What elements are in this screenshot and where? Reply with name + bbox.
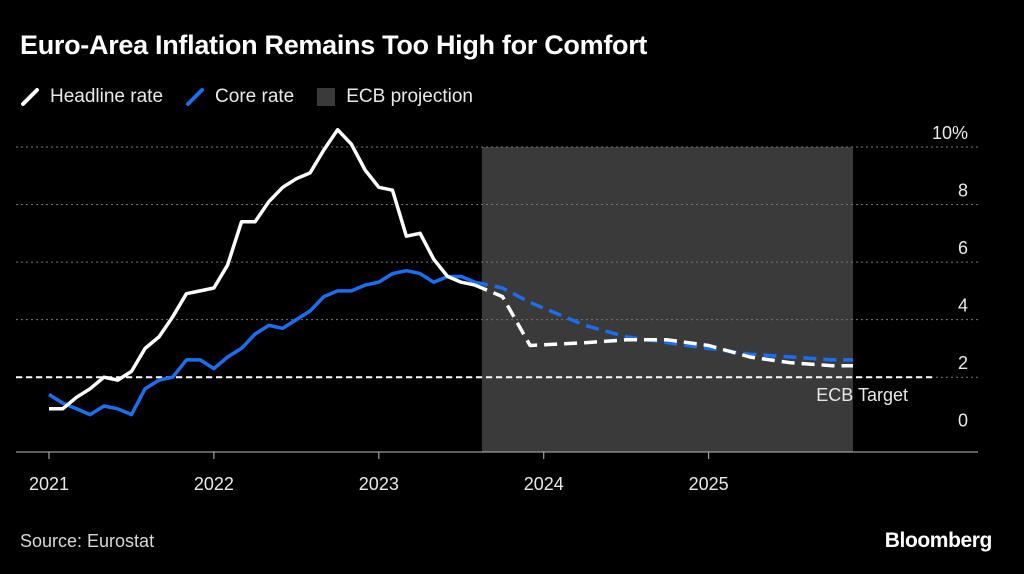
- legend-item-headline: Headline rate: [20, 86, 163, 108]
- x-tick-label: 2025: [689, 474, 729, 494]
- bloomberg-logo: Bloomberg: [884, 529, 993, 552]
- series-core-rate: [48, 268, 476, 417]
- y-tick-label: 6: [958, 238, 968, 258]
- projection-band: [481, 147, 853, 452]
- source-note: Source: Eurostat: [20, 531, 155, 551]
- legend-label-core: Core rate: [215, 86, 295, 107]
- legend-swatch-projection: [317, 88, 336, 106]
- y-tick-label: 10%: [932, 123, 968, 143]
- legend-item-core: Core rate: [185, 86, 294, 108]
- legend-label-headline: Headline rate: [50, 86, 164, 107]
- y-tick-label: 4: [958, 296, 968, 316]
- y-tick-label: 0: [958, 411, 968, 431]
- series-core-projection: [474, 280, 853, 362]
- chart-title: Euro-Area Inflation Remains Too High for…: [20, 30, 648, 60]
- legend: Headline rate Core rate ECB projection: [20, 86, 495, 108]
- legend-swatch-core: [186, 88, 205, 106]
- ecb-target-label: ECB Target: [816, 385, 908, 405]
- x-tick-label: 2024: [524, 474, 564, 494]
- series-headline-rate: [49, 127, 476, 411]
- legend-swatch-headline: [21, 88, 39, 106]
- y-tick-label: 8: [958, 181, 968, 201]
- x-tick-label: 2023: [359, 474, 399, 494]
- y-tick-label: 2: [958, 353, 968, 373]
- series-headline-projection: [474, 283, 853, 368]
- legend-item-projection: ECB projection: [316, 86, 473, 108]
- legend-label-projection: ECB projection: [346, 86, 473, 107]
- x-tick-label: 2022: [194, 474, 234, 494]
- x-tick-label: 2021: [29, 474, 69, 494]
